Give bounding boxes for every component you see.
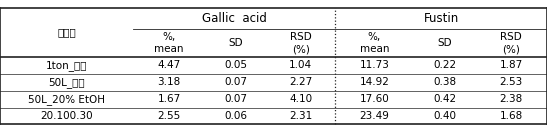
Text: 0.22: 0.22 — [433, 60, 456, 70]
Text: 50L_열수: 50L_열수 — [48, 77, 85, 88]
Text: 1ton_열수: 1ton_열수 — [46, 60, 88, 71]
Text: 0.05: 0.05 — [224, 60, 247, 70]
Text: 2.27: 2.27 — [289, 77, 312, 87]
Text: %,
mean: %, mean — [359, 32, 389, 54]
Text: 17.60: 17.60 — [359, 94, 389, 104]
Text: SD: SD — [437, 38, 452, 48]
Text: 추출물: 추출물 — [57, 27, 76, 37]
Text: 1.87: 1.87 — [499, 60, 523, 70]
Text: 50L_20% EtOH: 50L_20% EtOH — [28, 94, 105, 105]
Text: 0.06: 0.06 — [224, 111, 247, 121]
Text: Fustin: Fustin — [423, 12, 458, 25]
Text: SD: SD — [229, 38, 243, 48]
Text: 0.40: 0.40 — [433, 111, 456, 121]
Text: 1.68: 1.68 — [499, 111, 523, 121]
Text: 23.49: 23.49 — [359, 111, 389, 121]
Text: 0.38: 0.38 — [433, 77, 456, 87]
Text: 2.31: 2.31 — [289, 111, 312, 121]
Text: 11.73: 11.73 — [359, 60, 389, 70]
Text: RSD
(%): RSD (%) — [290, 32, 312, 54]
Text: 20.100.30: 20.100.30 — [40, 111, 93, 121]
Text: 1.04: 1.04 — [289, 60, 312, 70]
Text: 2.53: 2.53 — [499, 77, 523, 87]
Text: 1.67: 1.67 — [158, 94, 181, 104]
Text: %,
mean: %, mean — [154, 32, 184, 54]
Text: Gallic  acid: Gallic acid — [202, 12, 266, 25]
Text: 2.55: 2.55 — [158, 111, 181, 121]
Text: RSD
(%): RSD (%) — [500, 32, 522, 54]
Text: 2.38: 2.38 — [499, 94, 523, 104]
Text: 4.47: 4.47 — [158, 60, 181, 70]
Text: 0.07: 0.07 — [224, 77, 247, 87]
Text: 14.92: 14.92 — [359, 77, 389, 87]
Text: 0.07: 0.07 — [224, 94, 247, 104]
Text: 0.42: 0.42 — [433, 94, 456, 104]
Text: 4.10: 4.10 — [289, 94, 312, 104]
Text: 3.18: 3.18 — [158, 77, 181, 87]
